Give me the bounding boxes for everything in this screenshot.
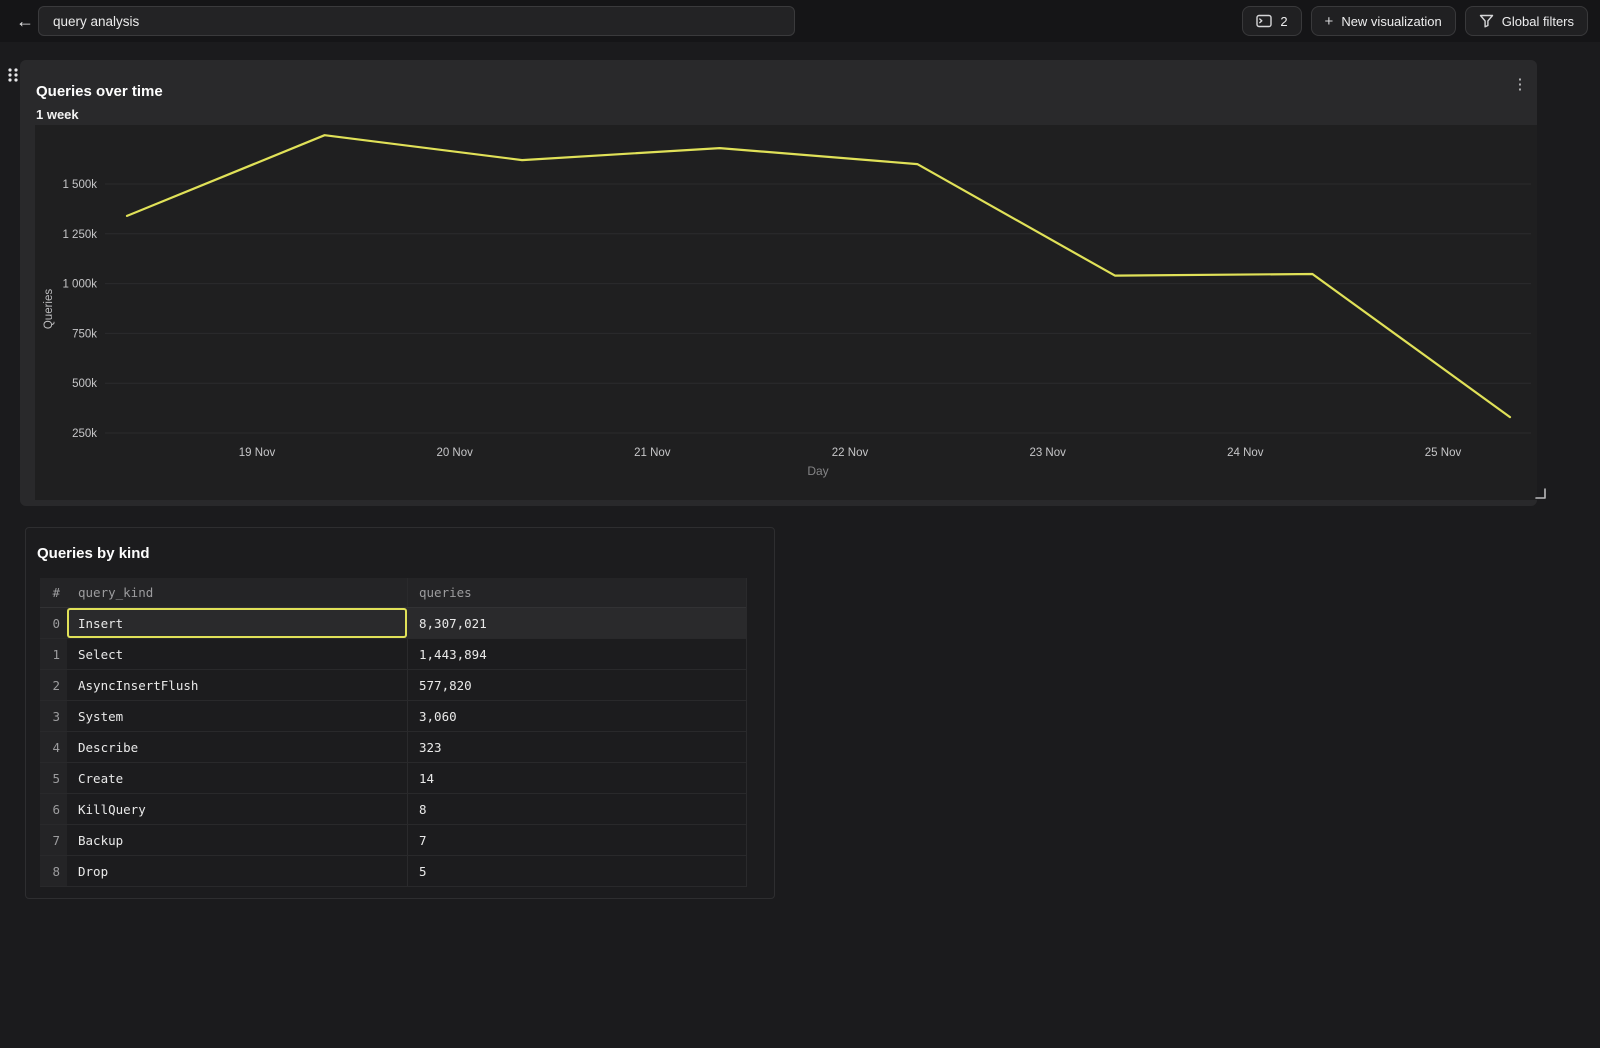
plus-icon: + <box>1324 12 1334 30</box>
table-row: 4 Describe 323 <box>40 732 746 763</box>
query-kind-cell[interactable]: Create <box>78 770 124 786</box>
y-tick-label: 1 000k <box>62 279 97 291</box>
new-visualization-button[interactable]: + New visualization <box>1310 6 1456 36</box>
table-body: 0 Insert 8,307,021 1 Select 1,443,894 2 AsyncIn… <box>40 608 746 887</box>
panel-resize-handle-icon[interactable] <box>1534 487 1550 503</box>
table-header-row: # query_kind queries <box>40 578 746 608</box>
table-row: 1 Select 1,443,894 <box>40 639 746 670</box>
query-kind-cell[interactable]: Backup <box>78 832 124 848</box>
table-row: 8 Drop 5 <box>40 856 746 887</box>
y-tick-label: 1 500k <box>62 179 97 191</box>
top-bar: ← 2 + New visualization Global filters <box>0 0 1600 42</box>
x-tick-label: 25 Nov <box>1425 447 1462 459</box>
x-tick-label: 24 Nov <box>1227 447 1264 459</box>
back-arrow-icon: ← <box>16 11 34 31</box>
x-axis-label: Day <box>807 464 828 478</box>
row-index-cell: 8 <box>40 856 67 886</box>
table-row: 3 System 3,060 <box>40 701 746 732</box>
query-kind-cell[interactable]: Describe <box>78 739 139 755</box>
chart-title: Queries over time <box>36 83 163 100</box>
y-tick-label: 1 250k <box>62 229 97 241</box>
row-index-cell: 5 <box>40 763 67 793</box>
x-tick-label: 21 Nov <box>634 447 671 459</box>
y-tick-label: 750k <box>72 328 97 340</box>
table-row: 2 AsyncInsertFlush 577,820 <box>40 670 746 701</box>
global-filters-button[interactable]: Global filters <box>1464 6 1588 36</box>
query-kind-cell[interactable]: Insert <box>67 608 407 638</box>
line-chart-plot-area[interactable]: 1 500k 1 250k 1 000k 750k 500k 250k Queries 19 … <box>35 125 1537 500</box>
dashboard-title-input[interactable] <box>38 6 795 36</box>
console-panel-icon <box>1256 14 1273 28</box>
queries-value-cell[interactable]: 577,820 <box>407 670 746 700</box>
filter-funnel-icon <box>1479 14 1494 28</box>
query-kind-cell[interactable]: KillQuery <box>78 801 146 817</box>
table-title: Queries by kind <box>37 545 150 562</box>
queries-line-series <box>125 134 1512 419</box>
queries-value-cell[interactable]: 14 <box>407 763 746 793</box>
panel-menu-button[interactable]: ⋮ <box>1509 74 1531 96</box>
panels-count-label: 2 <box>1280 13 1288 29</box>
row-index-cell: 3 <box>40 701 67 731</box>
column-header-queries: queries <box>407 578 746 607</box>
queries-value-cell[interactable]: 323 <box>407 732 746 762</box>
query-kind-cell[interactable]: System <box>78 708 124 724</box>
x-tick-label: 22 Nov <box>832 447 869 459</box>
queries-by-kind-table: # query_kind queries 0 Insert 8,307,021 1 Se… <box>40 578 747 887</box>
queries-over-time-panel: Queries over time 1 week ⋮ 1 500k 1 250k 1… <box>20 60 1537 506</box>
table-row: 0 Insert 8,307,021 <box>40 608 746 639</box>
global-filters-label: Global filters <box>1501 13 1574 29</box>
row-index-cell: 4 <box>40 732 67 762</box>
queries-value-cell[interactable]: 1,443,894 <box>407 639 746 669</box>
column-header-query-kind: query_kind <box>78 585 154 600</box>
x-tick-label: 20 Nov <box>436 447 473 459</box>
queries-value-cell[interactable]: 8 <box>407 794 746 824</box>
row-index-cell: 6 <box>40 794 67 824</box>
chart-subtitle: 1 week <box>36 107 79 122</box>
query-kind-cell[interactable]: Select <box>78 646 124 662</box>
y-tick-label: 250k <box>72 428 97 440</box>
table-row: 7 Backup 7 <box>40 825 746 856</box>
queries-value-cell[interactable]: 7 <box>407 825 746 855</box>
table-row: 6 KillQuery 8 <box>40 794 746 825</box>
queries-value-cell[interactable]: 8,307,021 <box>407 608 746 638</box>
row-index-cell: 2 <box>40 670 67 700</box>
table-row: 5 Create 14 <box>40 763 746 794</box>
x-tick-label: 19 Nov <box>239 447 276 459</box>
queries-value-cell[interactable]: 3,060 <box>407 701 746 731</box>
queries-by-kind-panel: Queries by kind # query_kind queries 0 In… <box>25 527 775 899</box>
row-index-cell: 0 <box>40 608 67 638</box>
panels-count-button[interactable]: 2 <box>1242 6 1302 36</box>
column-header-index: # <box>40 578 67 607</box>
query-kind-cell[interactable]: Drop <box>78 863 109 879</box>
line-chart-svg: 1 500k 1 250k 1 000k 750k 500k 250k Queries 19 … <box>43 134 1531 478</box>
new-visualization-label: New visualization <box>1341 13 1442 29</box>
row-index-cell: 1 <box>40 639 67 669</box>
back-button[interactable]: ← <box>12 8 38 34</box>
kebab-menu-icon: ⋮ <box>1512 76 1528 93</box>
queries-value-cell[interactable]: 5 <box>407 856 746 886</box>
row-index-cell: 7 <box>40 825 67 855</box>
y-axis-label: Queries <box>43 289 55 330</box>
query-kind-cell[interactable]: AsyncInsertFlush <box>78 677 199 693</box>
panel-drag-handle-icon[interactable] <box>6 66 20 89</box>
x-tick-label: 23 Nov <box>1029 447 1066 459</box>
y-tick-label: 500k <box>72 378 97 390</box>
